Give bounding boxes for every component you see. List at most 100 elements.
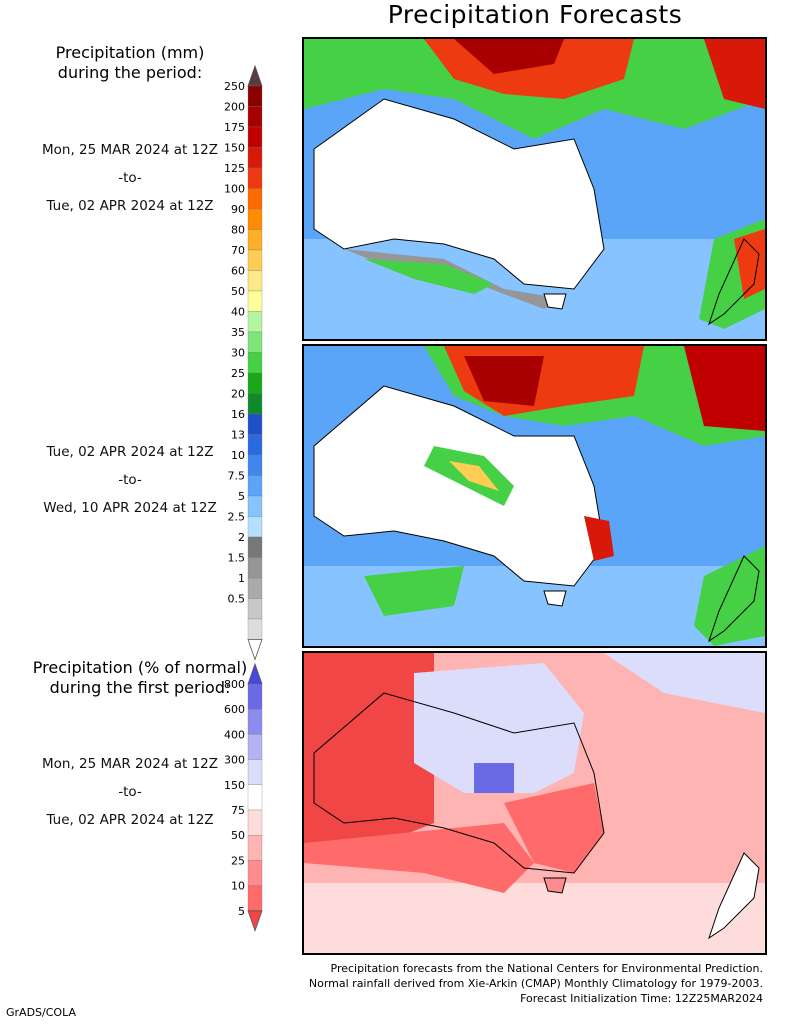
amount-colorbar-cell [247, 393, 263, 415]
amount-colorbar-tick-label: 7.5 [228, 470, 246, 483]
amount-colorbar-tick-label: 13 [231, 429, 245, 442]
period2-end: Wed, 10 APR 2024 at 12Z [43, 500, 217, 516]
amount-colorbar-cell [247, 475, 263, 497]
period2-sep: -to- [118, 472, 142, 488]
amount-colorbar-tick-label: 1 [238, 572, 245, 585]
percent-colorbar-tick-label: 50 [231, 829, 245, 842]
percent-colorbar-tick-label: 600 [224, 703, 245, 716]
amount-colorbar-tick-label: 16 [231, 408, 245, 421]
amount-colorbar-cell [247, 618, 263, 640]
percent-legend-heading-line1: Precipitation (% of normal) [32, 658, 248, 677]
amount-colorbar-cell [247, 413, 263, 435]
credit-line-ncep: Precipitation forecasts from the Nationa… [330, 962, 764, 975]
amount-colorbar-arrow-bottom [247, 639, 263, 661]
amount-colorbar-tick-label: 50 [231, 285, 245, 298]
amount-colorbar-tick-label: 90 [231, 203, 245, 216]
amount-colorbar-cell [247, 577, 263, 599]
period1-start: Mon, 25 MAR 2024 at 12Z [41, 142, 218, 158]
amount-colorbar-tick-label: 5 [238, 490, 245, 503]
map-panel-period2 [302, 344, 767, 648]
percent-colorbar-cell [247, 709, 263, 735]
percent-colorbar-tick-label: 400 [224, 728, 245, 741]
credit-line-climatology: Normal rainfall derived from Xie-Arkin (… [308, 977, 763, 990]
amount-colorbar-tick-label: 175 [224, 121, 245, 134]
percent-colorbar-cell [247, 860, 263, 886]
amount-colorbar-cell [247, 331, 263, 353]
amount-colorbar-tick-label: 0.5 [228, 593, 246, 606]
amount-legend-heading-line2: during the period: [57, 63, 203, 82]
amount-colorbar: 2502001751501251009080706050403530252016… [224, 64, 263, 661]
map-panel-percent-normal [302, 651, 767, 955]
percent-colorbar-tick-label: 150 [224, 779, 245, 792]
amount-legend-heading: Precipitation (mm) during the period: [20, 43, 240, 83]
amount-colorbar-tick-label: 2.5 [228, 511, 246, 524]
period3-end: Tue, 02 APR 2024 at 12Z [46, 812, 214, 828]
amount-colorbar-cell [247, 208, 263, 230]
amount-colorbar-tick-label: 80 [231, 224, 245, 237]
percent-colorbar-cell [247, 835, 263, 861]
period2-start: Tue, 02 APR 2024 at 12Z [46, 444, 214, 460]
amount-colorbar-arrow-top [247, 64, 263, 87]
period1-sep: -to- [118, 170, 142, 186]
percent-colorbar-cell [247, 885, 263, 911]
amount-colorbar-tick-label: 35 [231, 326, 245, 339]
amount-colorbar-tick-label: 10 [231, 449, 245, 462]
percent-colorbar-cell [247, 734, 263, 760]
amount-colorbar-cell [247, 85, 263, 107]
amount-colorbar-cell [247, 536, 263, 558]
amount-colorbar-cell [247, 598, 263, 620]
amount-colorbar-cell [247, 270, 263, 292]
percent-colorbar-arrow-bottom [247, 910, 263, 933]
period1-end: Tue, 02 APR 2024 at 12Z [46, 198, 214, 214]
amount-colorbar-tick-label: 30 [231, 347, 245, 360]
amount-colorbar-cell [247, 352, 263, 374]
percent-colorbar-cell [247, 683, 263, 710]
credit-line-init-time: Forecast Initialization Time: 12Z25MAR20… [520, 992, 763, 1005]
amount-colorbar-tick-label: 25 [231, 367, 245, 380]
amount-colorbar-cell [247, 167, 263, 189]
amount-colorbar-cell [247, 229, 263, 251]
percent-colorbar-cell [247, 759, 263, 785]
precip-map-2 [304, 346, 765, 646]
amount-colorbar-cell [247, 188, 263, 210]
amount-colorbar-cell [247, 434, 263, 456]
amount-colorbar-cell [247, 106, 263, 128]
amount-colorbar-tick-label: 1.5 [228, 552, 246, 565]
grads-cola-logo: GrADS/COLA [6, 1006, 76, 1019]
amount-colorbar-tick-label: 200 [224, 101, 245, 114]
amount-colorbar-cell [247, 454, 263, 476]
percent-colorbar-cell [247, 784, 263, 811]
percent-colorbar-cell [247, 809, 263, 836]
percent-legend-heading: Precipitation (% of normal) during the f… [0, 658, 280, 698]
amount-colorbar-cell [247, 516, 263, 538]
percent-colorbar: 800 600 400 300 150 75 50 25 10 5 [224, 662, 263, 933]
map-panel-period1 [302, 37, 767, 341]
amount-colorbar-tick-label: 150 [224, 142, 245, 155]
amount-colorbar-tick-label: 250 [224, 80, 245, 93]
period3-start: Mon, 25 MAR 2024 at 12Z [41, 756, 218, 772]
percent-colorbar-tick-label: 25 [231, 854, 245, 867]
page-title: Precipitation Forecasts [387, 0, 683, 29]
amount-colorbar-tick-label: 20 [231, 388, 245, 401]
amount-colorbar-cell [247, 126, 263, 148]
percent-colorbar-arrow-top [247, 662, 263, 685]
percent-map [304, 653, 765, 953]
percent-colorbar-tick-label: 300 [224, 754, 245, 767]
amount-colorbar-cell [247, 249, 263, 271]
percent-colorbar-tick-label: 800 [224, 678, 245, 691]
amount-colorbar-cell [247, 372, 263, 394]
percent-colorbar-tick-label: 5 [238, 905, 245, 918]
percent-colorbar-tick-label: 10 [231, 880, 245, 893]
amount-colorbar-cell [247, 147, 263, 169]
amount-colorbar-tick-label: 100 [224, 183, 245, 196]
percent-colorbar-tick-label: 75 [231, 804, 245, 817]
amount-colorbar-tick-label: 125 [224, 162, 245, 175]
amount-colorbar-cell [247, 311, 263, 333]
period3-sep: -to- [118, 784, 142, 800]
amount-colorbar-cell [247, 290, 263, 312]
amount-colorbar-cell [247, 557, 263, 579]
credits: Precipitation forecasts from the Nationa… [309, 961, 763, 1006]
amount-colorbar-tick-label: 40 [231, 306, 245, 319]
amount-legend-heading-line1: Precipitation (mm) [55, 43, 205, 62]
amount-colorbar-tick-label: 70 [231, 244, 245, 257]
